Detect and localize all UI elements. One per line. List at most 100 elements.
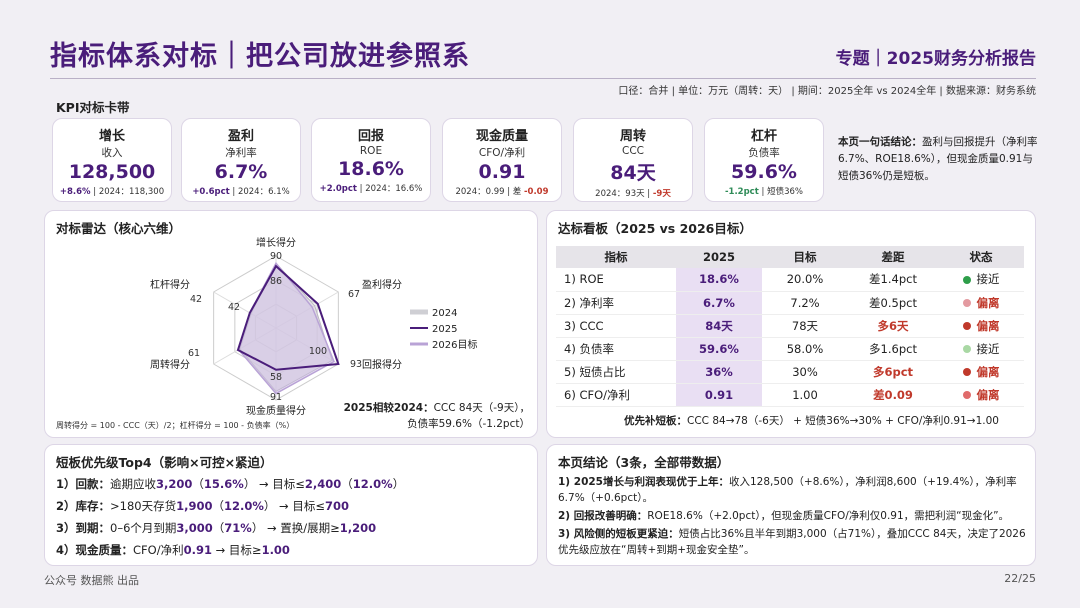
row-2025: 59.6% <box>676 337 762 361</box>
kpi-footnote: 2024：0.99 | 差 -0.09 <box>443 185 561 197</box>
kpi-strip-title: KPI对标卡带 <box>56 100 130 115</box>
kpi-name: 盈利 <box>227 129 254 144</box>
row-metric: 负债率 <box>579 341 614 356</box>
row-status: 偏离 <box>938 291 1024 315</box>
row-metric: CCC <box>579 318 604 333</box>
priority-v4: 12.0% <box>352 477 393 491</box>
kpi-metric: ROE <box>359 145 383 157</box>
row-gap: 差1.4pct <box>848 268 938 292</box>
priority-b: （ <box>192 477 204 491</box>
kpi-prev: | 短债36% <box>758 187 803 197</box>
priority-a: CFO/净利 <box>133 543 184 557</box>
status-dot-icon <box>962 299 971 307</box>
priority-c: ） → 目标≤ <box>263 499 325 513</box>
status-label: 接近 <box>976 272 1000 287</box>
row-gap: 多6天 <box>848 314 938 338</box>
one-line-summary: 本页一句话结论：盈利与回报提升（净利率6.7%、ROE18.6%），但现金质量0… <box>838 134 1038 185</box>
compare-line1: CCC 84天（-9天）， <box>433 402 530 414</box>
row-index: 3) <box>564 318 576 333</box>
series-2025-line <box>236 264 340 371</box>
board-footer: 优先补短板：CCC 84→78（-6天） + 短债36%→30% + CFO/净… <box>624 413 999 428</box>
conclusion-item: 1) 2025增长与利润表现优于上年：收入128,500（+8.6%），净利润8… <box>558 474 1028 506</box>
kpi-delta: +8.6% <box>59 187 91 197</box>
priority-card <box>44 444 538 566</box>
kpi-card: 周转 CCC 84天 2024：93天 | -9天 <box>573 118 693 202</box>
compare-line2: 负债率59.6%（-1.2pct） <box>407 418 530 430</box>
radar-value-label: 61 <box>188 348 200 359</box>
row-status: 偏离 <box>938 383 1024 407</box>
radar-note: 周转得分 = 100 - CCC（天）/2；杠杆得分 = 100 - 负债率（%… <box>56 421 295 430</box>
kpi-footnote: 2024：93天 | -9天 <box>574 187 692 199</box>
row-2025: 84天 <box>676 314 762 338</box>
row-2025: 6.7% <box>676 291 762 315</box>
conclusion-lead: 2) 回报改善明确： <box>558 510 648 522</box>
row-target: 30% <box>762 360 848 384</box>
priority-item: 4）现金质量：CFO/净利0.91 → 目标≥1.00 <box>56 542 290 558</box>
radar-axis-label: 现金质量得分 <box>246 404 306 417</box>
priority-c: → 目标≥ <box>211 543 262 557</box>
row-index: 5) <box>564 364 576 379</box>
priority-v3: 1,200 <box>339 521 377 535</box>
series-2026-target <box>237 261 335 395</box>
legend-label: 2025 <box>432 324 457 335</box>
row-index: 1) <box>564 272 576 287</box>
board-header: 目标 <box>762 246 848 268</box>
board-row: 6) CFO/净利 0.91 1.00 差0.09 偏离 <box>556 383 1024 407</box>
status-dot-icon <box>962 391 971 399</box>
board-header: 状态 <box>938 246 1024 268</box>
priority-item: 1）回款：逾期应收3,200（15.6%） → 目标≤2,400（12.0%） <box>56 476 404 492</box>
kpi-metric: 净利率 <box>225 147 257 159</box>
kpi-delta: -1.2pct <box>725 187 759 197</box>
priority-c: ） → 目标≤ <box>243 477 305 491</box>
row-2025: 18.6% <box>676 268 762 292</box>
radar-title: 对标雷达（核心六维） <box>56 221 182 236</box>
kpi-delta: +2.0pct <box>319 184 357 194</box>
priority-item: 2）库存：>180天存货1,900（12.0%） → 目标≤700 <box>56 498 349 514</box>
row-status: 接近 <box>938 268 1024 292</box>
board-row: 2) 净利率 6.7% 7.2% 差0.5pct 偏离 <box>556 291 1024 315</box>
status-label: 偏离 <box>976 295 1000 310</box>
kpi-footnote: +0.6pct | 2024：6.1% <box>182 185 300 197</box>
radar-value-label: 90 <box>270 251 282 262</box>
radar-value-label: 42 <box>228 302 240 313</box>
board-row: 5) 短债占比 36% 30% 多6pct 偏离 <box>556 360 1024 384</box>
board-header: 指标 <box>556 246 676 268</box>
conclusion-lead: 1) 2025增长与利润表现优于上年： <box>558 476 729 488</box>
kpi-value: 18.6% <box>338 158 404 180</box>
compare-lead: 2025相较2024： <box>343 402 434 414</box>
row-target: 7.2% <box>762 291 848 315</box>
kpi-prev: | 2024：6.1% <box>229 187 290 197</box>
status-label: 接近 <box>976 341 1000 356</box>
row-2025: 36% <box>676 360 762 384</box>
priority-label: 1）回款： <box>56 477 111 491</box>
kpi-value: 6.7% <box>214 161 268 183</box>
kpi-footnote: +8.6% | 2024：118,300 <box>53 185 171 197</box>
conclusions-card <box>546 444 1036 566</box>
status-label: 偏离 <box>976 364 1000 379</box>
kpi-footnote: +2.0pct | 2024：16.6% <box>312 182 430 194</box>
board-header: 2025 <box>676 246 762 268</box>
priority-label: 2）库存： <box>56 499 111 513</box>
priority-v1: 1,900 <box>176 499 213 513</box>
row-target: 20.0% <box>762 268 848 292</box>
status-label: 偏离 <box>976 318 1000 333</box>
status-dot-icon <box>962 368 971 376</box>
conclusion-text: ROE18.6%（+2.0pct），但现金质量CFO/净利仅0.91，需把利润“… <box>647 510 1010 522</box>
radar-axis-label: 杠杆得分 <box>150 278 190 291</box>
row-gap: 差0.5pct <box>848 291 938 315</box>
radar-value-label: 42 <box>190 294 202 305</box>
kpi-card: 增长 收入 128,500 +8.6% | 2024：118,300 <box>52 118 172 202</box>
priority-v1: 3,200 <box>156 477 193 491</box>
row-index: 2) <box>564 295 576 310</box>
radar-value-label: 67 <box>348 289 360 300</box>
kpi-name: 周转 <box>619 129 646 144</box>
priority-v3: 2,400 <box>304 477 342 491</box>
board-title: 达标看板（2025 vs 2026目标） <box>558 221 752 236</box>
priority-v3: 700 <box>325 499 350 513</box>
kpi-delta: -9天 <box>652 189 671 199</box>
kpi-value: 128,500 <box>68 161 156 183</box>
kpi-prev: | 2024：118,300 <box>90 187 165 197</box>
priority-b: （ <box>212 521 225 535</box>
kpi-value: 59.6% <box>731 161 797 183</box>
radar-compare: 2025相较2024：CCC 84天（-9天）， 负债率59.6%（-1.2pc… <box>340 400 530 432</box>
